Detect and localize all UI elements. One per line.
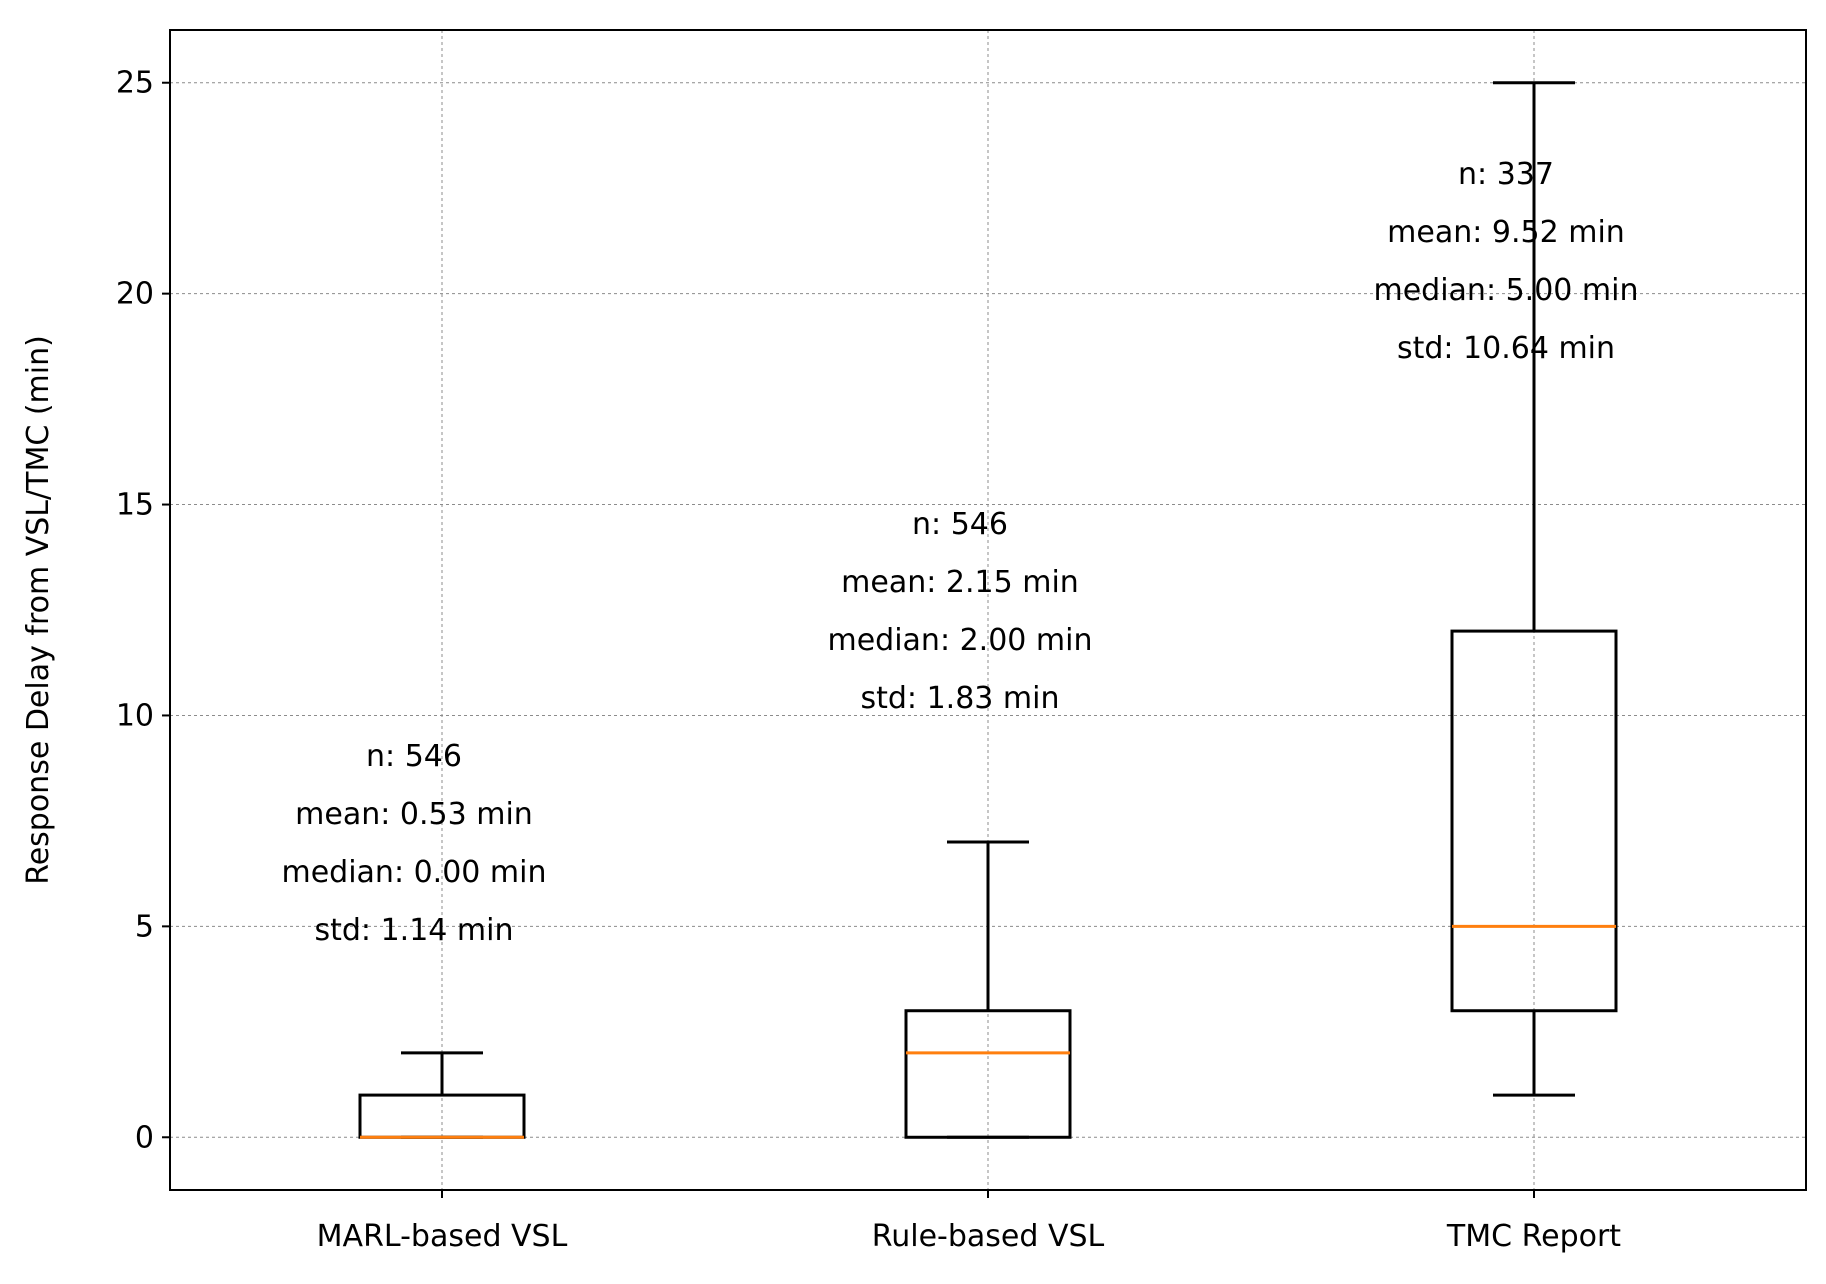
y-tick-label: 0	[135, 1120, 154, 1155]
y-tick-label: 20	[116, 277, 154, 312]
annotation-line: std: 10.64 min	[1397, 331, 1615, 366]
x-tick-label: TMC Report	[1446, 1219, 1621, 1254]
y-axis-label: Response Delay from VSL/TMC (min)	[21, 335, 56, 885]
y-tick-label: 5	[135, 909, 154, 944]
annotation-line: mean: 9.52 min	[1387, 215, 1625, 250]
y-tick-label: 15	[116, 488, 154, 523]
annotation-line: median: 2.00 min	[827, 623, 1092, 658]
box-group	[1450, 81, 1618, 1097]
boxes	[358, 81, 1618, 1139]
annotation-line: n: 337	[1458, 157, 1554, 192]
annotation-line: mean: 0.53 min	[295, 797, 533, 832]
annotation-line: n: 546	[912, 507, 1008, 542]
annotations: n: 546 mean: 0.53 min median: 0.00 min std:…	[281, 157, 1638, 948]
plot-frame	[169, 29, 1807, 1191]
iqr-box	[904, 1009, 1072, 1139]
iqr-box	[1450, 629, 1618, 1013]
axes: 0 5 10 15 20 25 MARL-based VSL Rule-based VSL TM…	[116, 29, 1807, 1254]
annotation-line: std: 1.14 min	[315, 913, 514, 948]
box-group	[904, 840, 1072, 1139]
annotation-line: median: 0.00 min	[281, 855, 546, 890]
x-tick-label: MARL-based VSL	[317, 1219, 568, 1254]
box-group	[358, 1051, 526, 1139]
annotation-line: n: 546	[366, 739, 462, 774]
annotation-line: median: 5.00 min	[1373, 273, 1638, 308]
x-tick-label: Rule-based VSL	[872, 1219, 1105, 1254]
y-tick-label: 10	[116, 698, 154, 733]
annotation-line: mean: 2.15 min	[841, 565, 1079, 600]
y-tick-label: 25	[116, 66, 154, 101]
annotation-line: std: 1.83 min	[861, 681, 1060, 716]
